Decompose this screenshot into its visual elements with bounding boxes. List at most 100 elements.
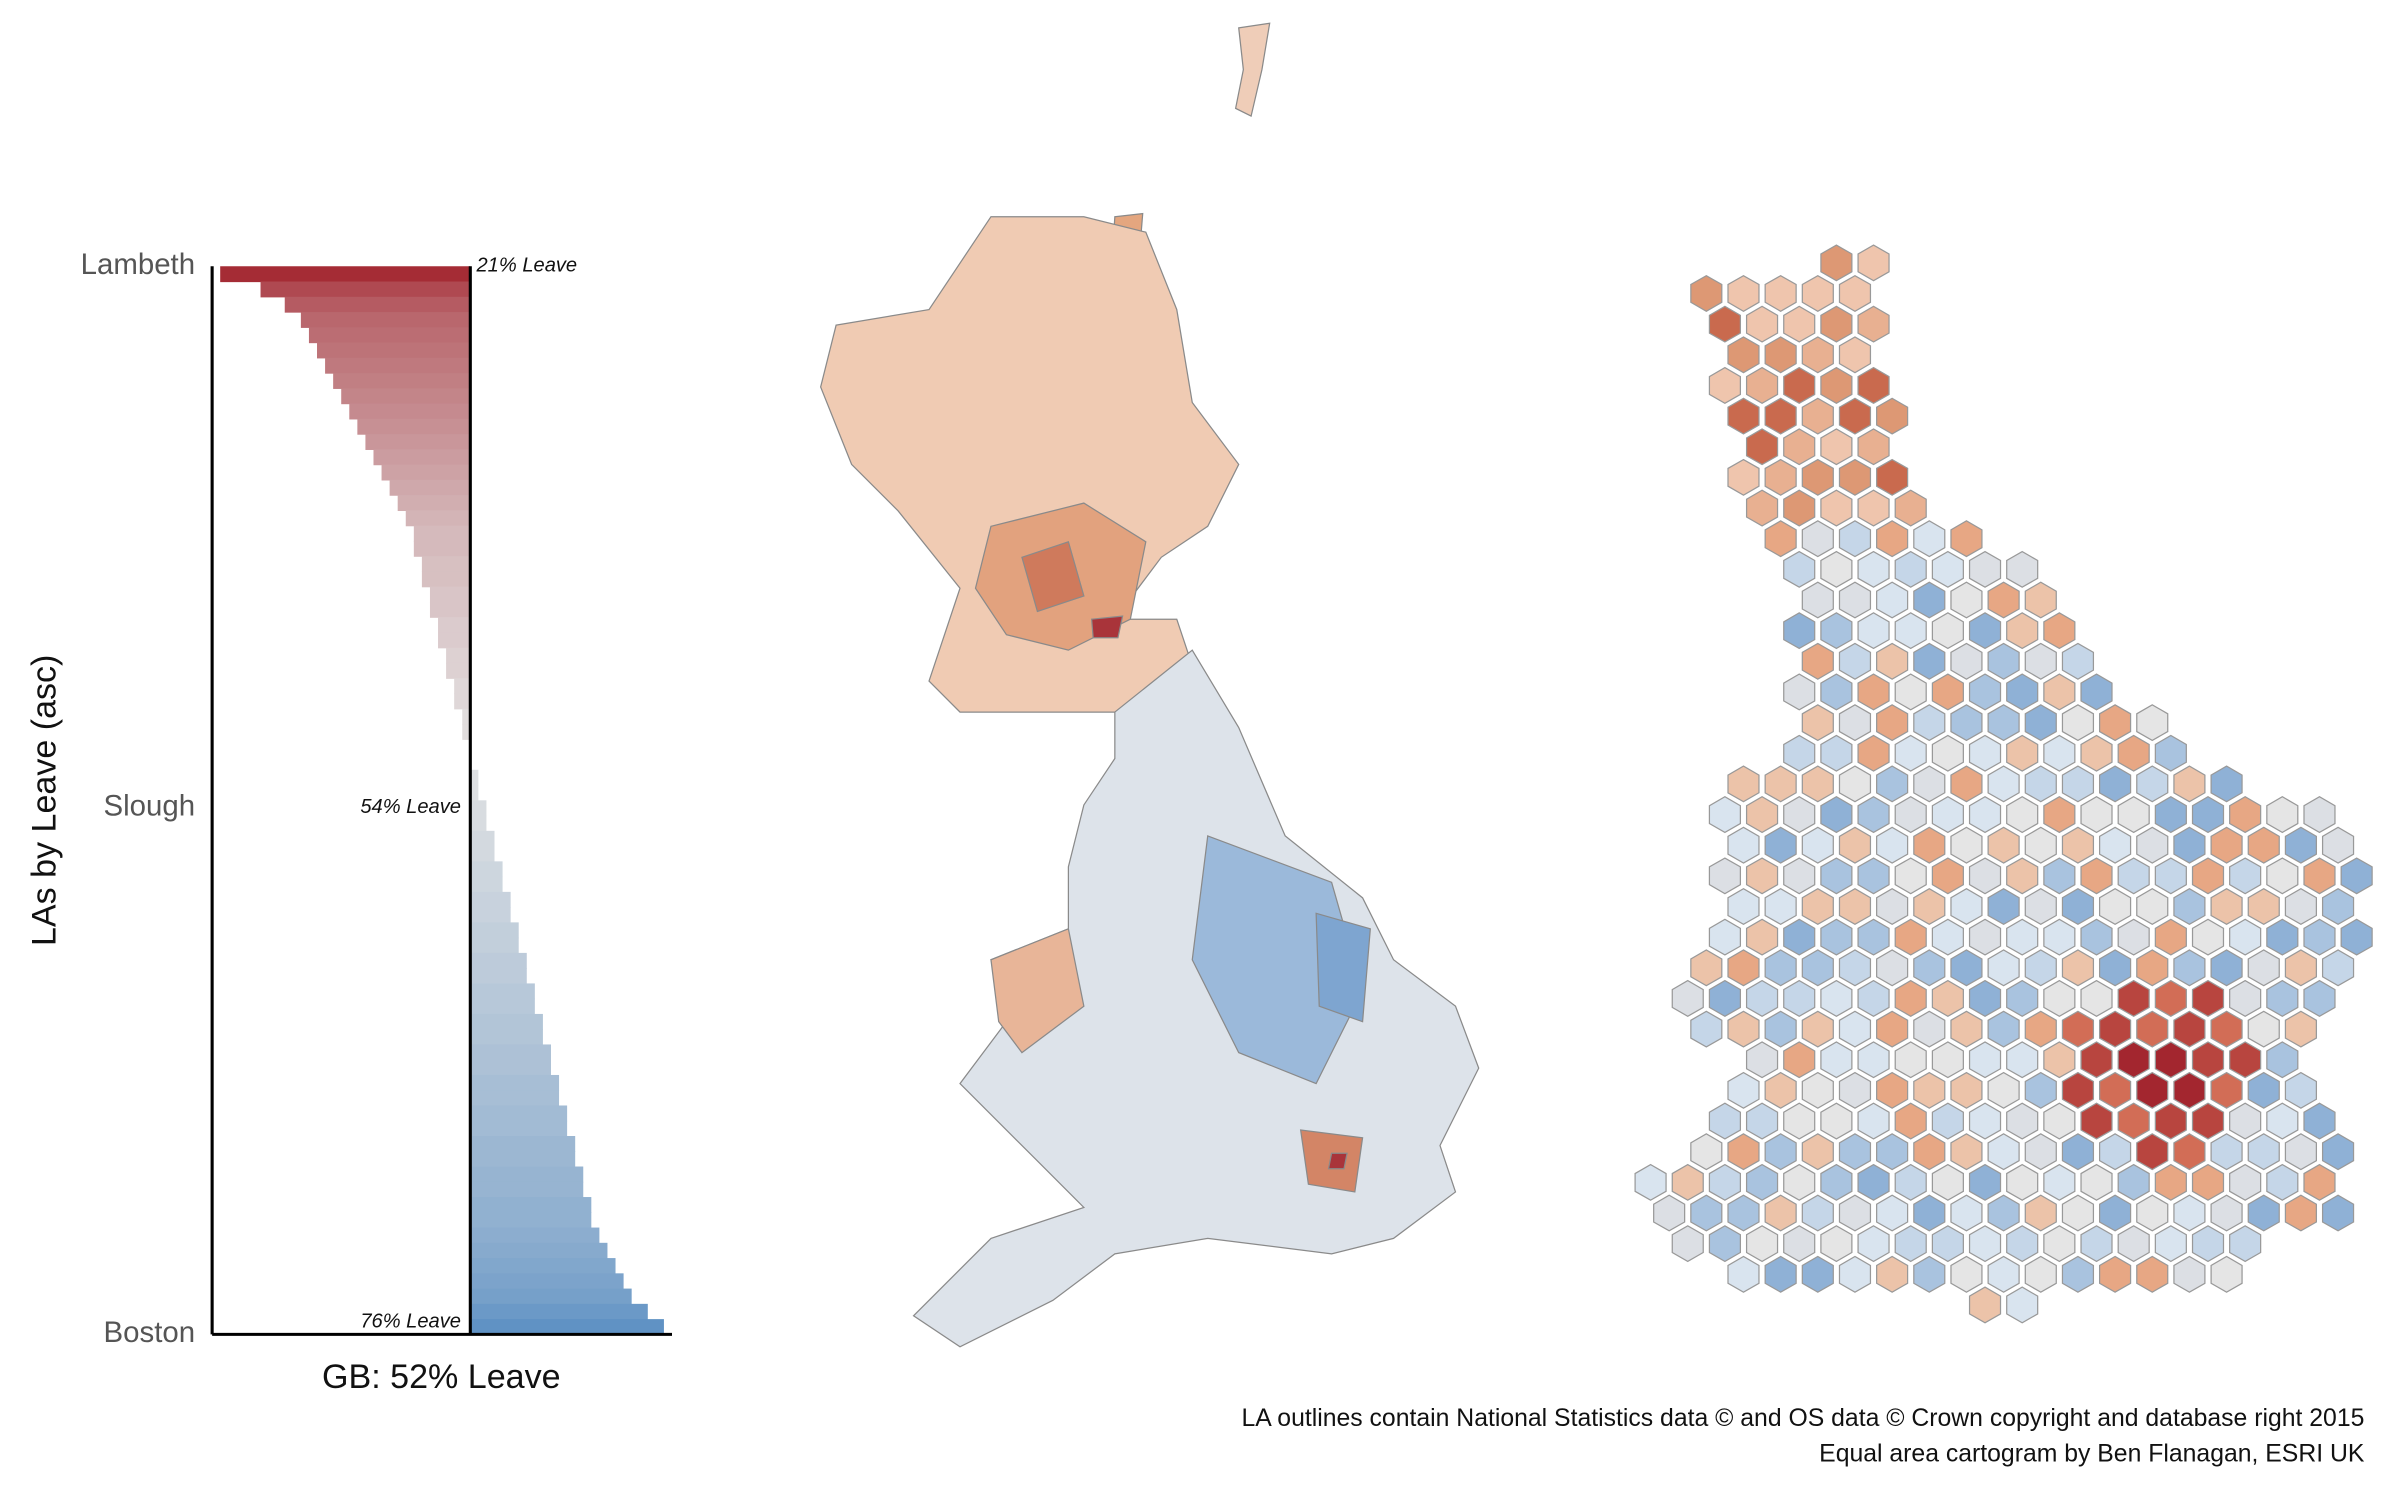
hex <box>1783 550 1816 588</box>
hex <box>2266 1102 2299 1140</box>
hex <box>1764 1255 1797 1293</box>
hex <box>1876 458 1909 496</box>
hex <box>2117 918 2150 956</box>
bar <box>470 1151 576 1168</box>
hex <box>1820 550 1853 588</box>
hex <box>1876 1133 1909 1171</box>
hex <box>2266 1041 2299 1079</box>
hex <box>1801 520 1834 558</box>
hex <box>2154 1163 2187 1201</box>
hex <box>1690 274 1723 313</box>
hex <box>1931 673 1964 711</box>
hex <box>2006 918 2039 956</box>
hex <box>1968 550 2002 588</box>
hex <box>1801 581 1834 619</box>
hex <box>2173 1133 2206 1171</box>
hex <box>1708 857 1742 895</box>
hex <box>2154 857 2187 895</box>
hex <box>2117 1163 2150 1201</box>
hex <box>1708 796 1742 834</box>
hex <box>1745 489 1779 527</box>
bar <box>325 357 471 374</box>
hex <box>1783 1102 1816 1140</box>
hex <box>1764 397 1797 435</box>
hex <box>1745 1225 1779 1263</box>
hex <box>2173 765 2206 803</box>
hex <box>1857 1225 1890 1263</box>
hex <box>1876 520 1909 558</box>
bar <box>470 937 519 954</box>
hex <box>1987 704 2020 742</box>
bar <box>421 571 471 588</box>
hex <box>1968 1041 2002 1079</box>
hex <box>1857 979 1890 1017</box>
hex <box>1968 857 2002 895</box>
hex <box>1820 796 1853 834</box>
hex <box>1727 1255 1760 1293</box>
hex <box>2024 949 2057 987</box>
hex <box>1745 305 1779 343</box>
credit-line: LA outlines contain National Statistics … <box>1241 1405 2364 1432</box>
hex <box>2191 857 2225 895</box>
hex <box>2321 887 2355 926</box>
hex <box>2117 796 2150 834</box>
hex <box>2191 1102 2225 1140</box>
hex <box>1968 1286 2002 1324</box>
hex <box>1708 1163 1742 1201</box>
hex <box>1894 734 1927 772</box>
hex <box>2024 1133 2057 1171</box>
hex <box>1894 796 1927 834</box>
bar <box>470 830 495 847</box>
hex <box>2191 796 2225 834</box>
category-label: Boston <box>104 1316 196 1349</box>
shetland <box>1234 22 1271 118</box>
hex <box>2173 826 2206 864</box>
hex <box>2303 1102 2336 1140</box>
hex <box>1745 428 1779 466</box>
hex <box>1987 1255 2020 1293</box>
hex <box>2266 796 2299 834</box>
hex <box>2024 887 2057 926</box>
bar <box>470 1136 576 1152</box>
bar <box>397 495 471 512</box>
hex <box>1931 734 1964 772</box>
bar <box>470 1166 584 1183</box>
hex <box>1857 244 1890 282</box>
hex <box>2024 1255 2057 1293</box>
hex <box>1931 1102 1964 1140</box>
hex <box>1894 857 1927 895</box>
hex <box>2136 887 2169 926</box>
hex <box>1857 489 1890 527</box>
hex <box>2024 1010 2057 1048</box>
hex <box>1820 673 1853 711</box>
hex <box>1820 1041 1853 1079</box>
hex <box>1820 1102 1853 1140</box>
hex <box>2024 642 2057 680</box>
hex <box>1876 949 1909 987</box>
hex <box>2321 1194 2355 1232</box>
hex <box>2136 765 2169 803</box>
hex <box>1801 1071 1834 1109</box>
hex <box>1950 1010 1983 1048</box>
hex <box>2284 1010 2318 1048</box>
hex <box>1857 1041 1890 1079</box>
hex <box>1894 918 1927 956</box>
hex <box>1745 1102 1779 1140</box>
hex <box>1950 642 1983 680</box>
hex <box>1727 458 1760 496</box>
east-midlands <box>1191 835 1364 1085</box>
hex <box>1745 1163 1779 1201</box>
bar <box>470 1059 551 1076</box>
hex <box>1708 305 1742 343</box>
hex <box>1690 949 1723 987</box>
hex <box>2006 1102 2039 1140</box>
hex <box>1857 734 1890 772</box>
hex <box>2173 1010 2206 1048</box>
hex <box>1727 1010 1760 1048</box>
hex <box>2191 1041 2225 1079</box>
hex <box>1987 949 2020 987</box>
hex <box>1783 428 1816 466</box>
bar <box>470 1303 648 1320</box>
hex <box>1801 1010 1834 1048</box>
hex <box>1801 642 1834 680</box>
